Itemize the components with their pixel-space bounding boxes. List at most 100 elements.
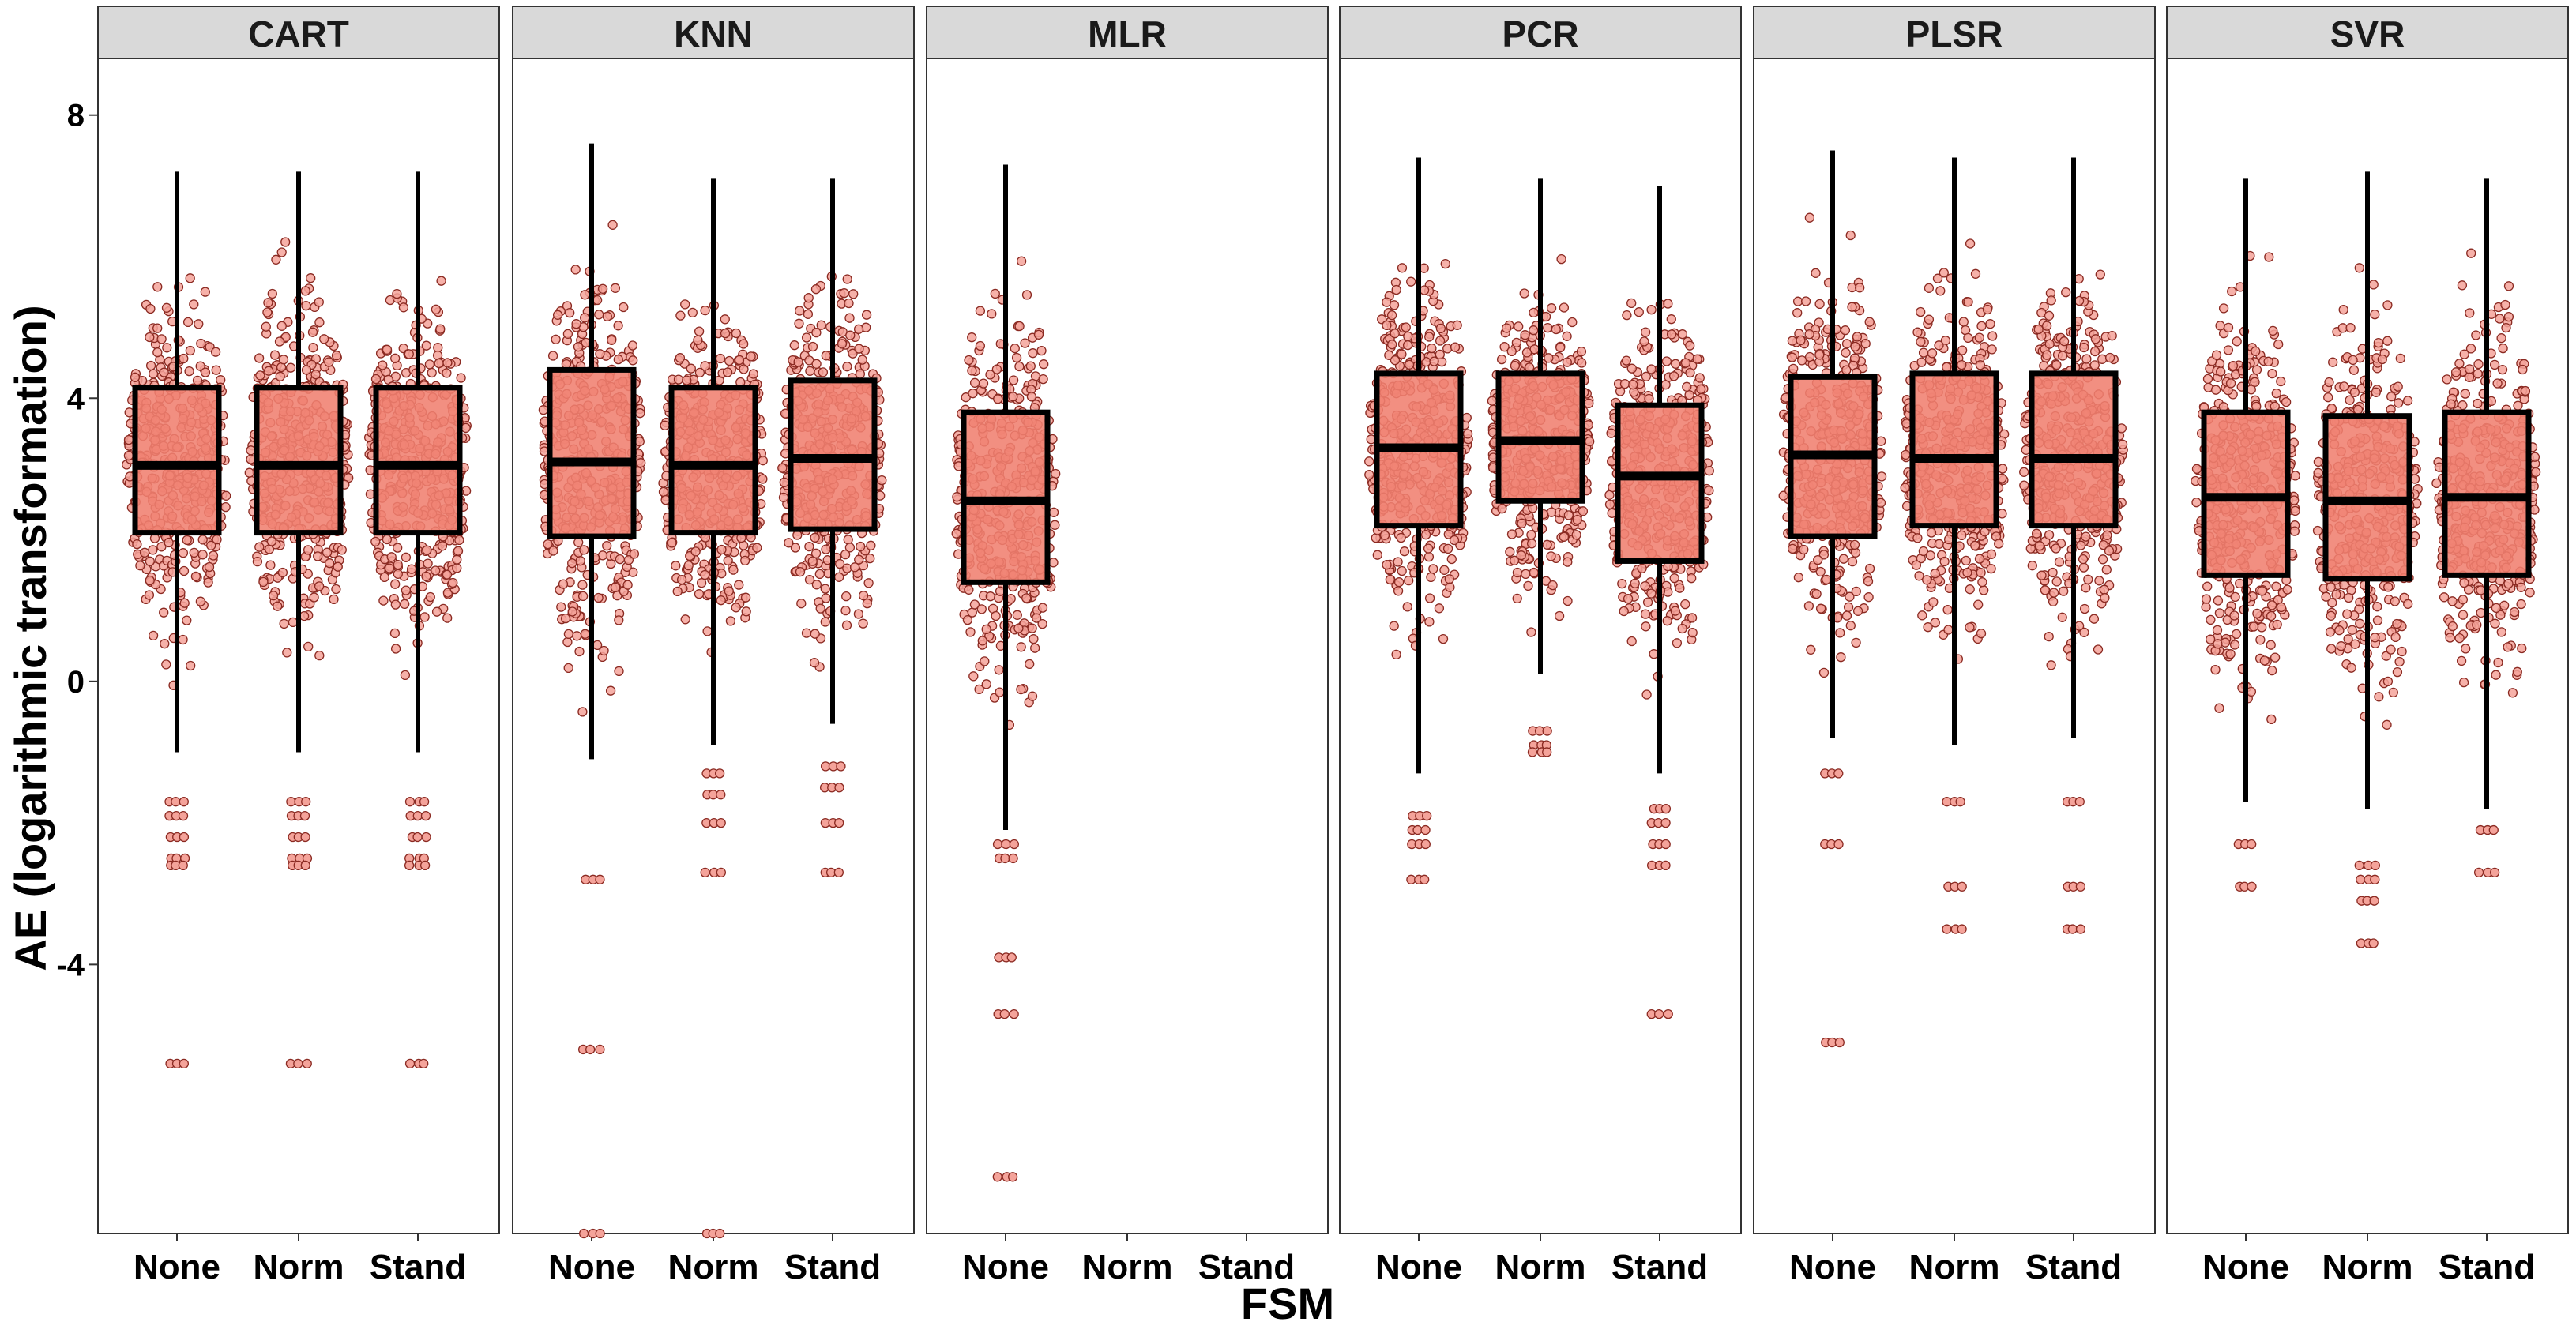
data-point (1642, 597, 1653, 607)
data-point (437, 541, 448, 551)
data-point (145, 360, 156, 371)
data-point (1585, 436, 1595, 447)
facet-strip-label: PLSR (1906, 13, 2003, 54)
data-point (558, 579, 569, 589)
data-point (1811, 588, 1822, 599)
data-point (739, 339, 749, 349)
data-point (1016, 684, 1026, 695)
data-point (1787, 336, 1798, 346)
data-point (593, 592, 604, 603)
data-point (570, 265, 581, 275)
data-point (1462, 429, 1473, 439)
data-point (1860, 339, 1871, 349)
data-point (1704, 486, 1714, 496)
data-point (1863, 592, 1874, 603)
data-point (1855, 283, 1865, 293)
data-point (123, 450, 134, 461)
data-point (978, 378, 989, 389)
data-point (1526, 530, 1536, 540)
data-point (1578, 506, 1589, 516)
data-point (434, 358, 444, 369)
data-point (716, 595, 726, 606)
data-point (1666, 314, 1676, 325)
outlier-point (420, 810, 431, 821)
data-point (425, 591, 435, 603)
outlier-point (419, 797, 430, 807)
data-point (197, 550, 208, 560)
data-point (985, 370, 995, 380)
data-point (179, 565, 190, 576)
data-point (1496, 354, 1507, 365)
outlier-point (300, 832, 310, 843)
data-point (779, 477, 789, 487)
data-point (969, 377, 980, 388)
data-point (975, 306, 986, 316)
data-point (592, 295, 603, 306)
data-point (303, 641, 314, 652)
data-point (724, 586, 734, 596)
data-point (579, 545, 589, 555)
data-point (389, 628, 401, 639)
data-point (1788, 363, 1799, 374)
data-point (1529, 325, 1539, 336)
data-point (1634, 307, 1644, 317)
data-point (1973, 599, 1984, 610)
data-point (267, 288, 277, 299)
data-point (384, 563, 395, 573)
data-point (854, 344, 864, 354)
data-point (1796, 335, 1806, 346)
data-point (276, 247, 287, 257)
data-point (400, 599, 410, 610)
data-point (1556, 253, 1566, 265)
data-point (152, 282, 163, 292)
data-point (725, 616, 736, 626)
data-point (324, 357, 334, 367)
data-point (200, 287, 210, 297)
data-point (1529, 344, 1540, 355)
outlier-point (302, 1058, 312, 1069)
data-point (1662, 616, 1672, 626)
data-point (1626, 636, 1637, 647)
data-point (1020, 338, 1030, 348)
data-point (1423, 543, 1434, 554)
data-point (834, 572, 844, 582)
data-point (1804, 212, 1815, 223)
data-point (610, 582, 621, 593)
data-point (264, 366, 274, 376)
data-point (1526, 627, 1536, 637)
data-point (1021, 593, 1032, 603)
data-point (801, 332, 812, 343)
outlier-point (1420, 824, 1431, 835)
data-point (1529, 307, 1539, 318)
data-point (1677, 623, 1687, 634)
data-point (189, 299, 199, 310)
data-point (184, 366, 194, 377)
outlier-point (1009, 1008, 1019, 1019)
data-point (694, 589, 705, 599)
data-point (1372, 550, 1382, 560)
data-point (547, 351, 558, 361)
data-point (952, 492, 962, 502)
data-point (1427, 343, 1437, 354)
data-point (818, 367, 829, 377)
x-tick-label: Stand (1611, 1248, 1708, 1286)
data-point (844, 543, 856, 553)
data-point (1671, 359, 1681, 369)
data-point (179, 353, 189, 364)
data-point (161, 302, 172, 313)
data-point (1516, 550, 1526, 561)
data-point (244, 467, 254, 478)
data-point (614, 615, 624, 625)
outlier-point (1001, 839, 1011, 850)
data-point (1814, 350, 1825, 360)
data-point (1050, 520, 1060, 530)
data-point (329, 594, 339, 605)
data-point (1958, 317, 1969, 327)
data-point (739, 364, 749, 374)
data-point (1803, 601, 1814, 611)
data-point (629, 549, 640, 559)
data-point (1666, 329, 1677, 340)
data-point (1622, 310, 1632, 321)
data-point (1800, 296, 1811, 306)
data-point (1847, 556, 1858, 567)
